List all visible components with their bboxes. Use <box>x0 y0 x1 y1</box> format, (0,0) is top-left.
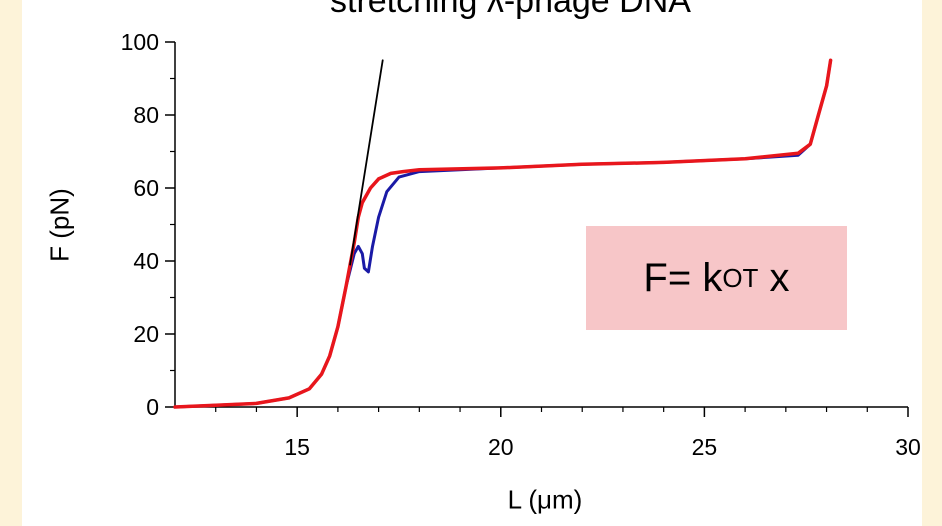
x-tick-label: 20 <box>488 434 514 460</box>
hooke-law-annotation: F= k OT x <box>586 226 847 330</box>
red-curve <box>173 58 833 409</box>
x-tick-label: 15 <box>284 434 310 460</box>
y-tick-label: 40 <box>133 248 159 274</box>
x-tick-label: 25 <box>692 434 718 460</box>
annotation-suffix: x <box>758 255 790 300</box>
y-tick-label: 20 <box>133 321 159 347</box>
series-layer <box>173 58 833 409</box>
y-tick-label: 60 <box>133 175 159 201</box>
y-tick-label: 100 <box>121 29 159 55</box>
annotation-subscript: OT <box>722 262 759 293</box>
x-axis-label: L (μm) <box>507 484 583 515</box>
annotation-text: F= k <box>643 255 723 300</box>
y-tick-label: 0 <box>146 394 159 420</box>
axes: 0 20 40 60 80 100 15 20 25 30 <box>121 29 921 460</box>
chart-title: stretching λ-phage DNA <box>330 0 691 20</box>
linear-fit-line <box>349 59 384 266</box>
y-tick-label: 80 <box>133 102 159 128</box>
y-axis-label: F (pN) <box>44 188 75 262</box>
x-tick-label: 30 <box>895 434 921 460</box>
